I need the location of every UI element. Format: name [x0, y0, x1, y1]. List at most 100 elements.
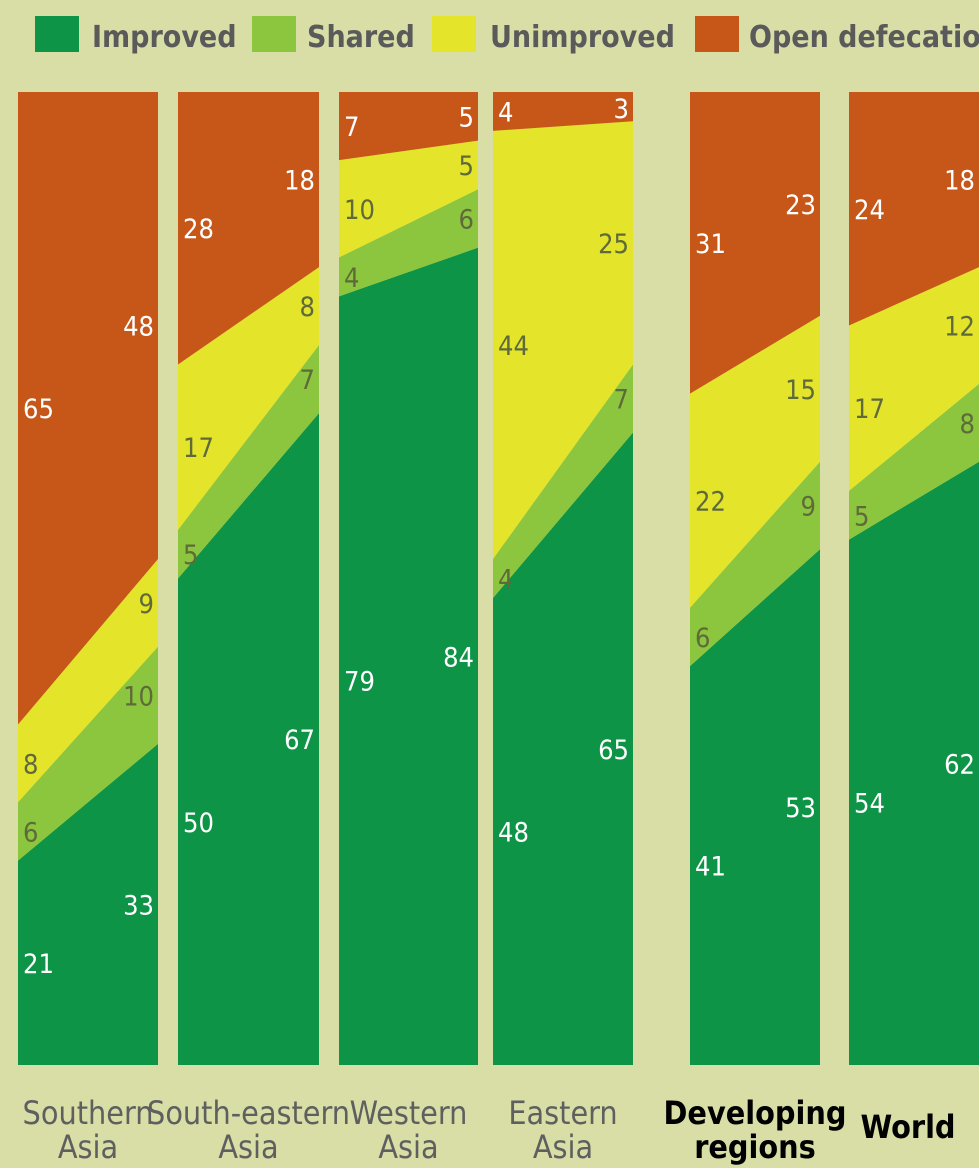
value-label-start-shared: 6 [23, 817, 38, 848]
segment-shared [493, 364, 633, 598]
value-label-end-unimproved: 15 [785, 375, 816, 406]
segment-open-defecation [493, 92, 633, 131]
segment-improved [178, 413, 319, 1066]
value-label-end-open-defecation: 5 [459, 102, 474, 133]
segment-shared [178, 344, 319, 579]
segment-unimproved [690, 315, 820, 608]
category-label-line1: Developing [664, 1094, 847, 1132]
category-label-line1: World [860, 1108, 955, 1146]
value-label-end-improved: 33 [123, 890, 154, 921]
segment-open-defecation [178, 92, 319, 365]
value-label-end-open-defecation: 23 [785, 190, 816, 221]
value-label-start-open-defecation: 7 [344, 112, 359, 143]
segment-unimproved [493, 121, 633, 560]
value-label-start-improved: 50 [183, 808, 214, 839]
segment-open-defecation [339, 92, 478, 161]
category-label-line2: regions [694, 1128, 816, 1166]
segment-open-defecation [690, 92, 820, 394]
legend-label-unimproved: Unimproved [490, 20, 675, 55]
value-label-start-shared: 4 [498, 565, 513, 596]
legend: Improved Shared Unimproved Open defecation [35, 16, 979, 55]
value-label-start-open-defecation: 31 [695, 229, 726, 260]
value-label-start-unimproved: 44 [498, 331, 529, 362]
value-label-start-improved: 54 [854, 788, 885, 819]
value-label-end-shared: 10 [123, 681, 154, 712]
segment-shared [849, 383, 979, 540]
bar-southern-asia: 21 33 6 10 8 9 65 48 [18, 92, 158, 1065]
category-label-line1: South-eastern [147, 1094, 350, 1132]
value-label-end-improved: 62 [944, 749, 975, 780]
segment-improved [493, 432, 633, 1065]
value-label-end-unimproved: 12 [944, 312, 975, 343]
value-label-end-shared: 8 [960, 409, 975, 440]
value-label-start-shared: 5 [183, 540, 198, 571]
value-label-end-improved: 65 [598, 735, 629, 766]
category-label-line2: Asia [218, 1128, 278, 1166]
value-label-end-shared: 7 [614, 384, 629, 415]
value-label-start-unimproved: 8 [23, 749, 38, 780]
category-label-line1: Eastern [508, 1094, 617, 1132]
segment-shared [339, 189, 478, 297]
value-label-start-unimproved: 17 [183, 433, 214, 464]
value-label-start-improved: 41 [695, 852, 726, 883]
legend-label-improved: Improved [92, 20, 237, 55]
category-label-line2: Asia [533, 1128, 593, 1166]
value-label-start-open-defecation: 4 [498, 97, 513, 128]
value-label-start-open-defecation: 28 [183, 214, 214, 245]
value-label-start-shared: 4 [344, 263, 359, 294]
segment-shared [690, 461, 820, 667]
value-label-end-unimproved: 25 [598, 229, 629, 260]
value-label-end-shared: 9 [801, 492, 816, 523]
value-label-end-shared: 7 [300, 365, 315, 396]
segment-improved [18, 743, 158, 1065]
segment-unimproved [339, 140, 478, 258]
bar-developing-regions: 41 53 6 9 22 15 31 23 [690, 92, 820, 1065]
value-label-start-unimproved: 22 [695, 487, 726, 518]
bar-western-asia: 79 84 4 6 10 5 7 5 [339, 92, 478, 1065]
segment-shared [18, 646, 158, 861]
legend-swatch-shared [252, 16, 296, 52]
segment-improved [339, 247, 478, 1065]
category-label-line2: Asia [378, 1128, 438, 1166]
category-label-line2: Asia [58, 1128, 118, 1166]
value-label-start-shared: 5 [854, 501, 869, 532]
value-label-end-open-defecation: 48 [123, 312, 154, 343]
value-label-end-improved: 53 [785, 793, 816, 824]
value-label-end-improved: 67 [284, 725, 315, 756]
legend-swatch-improved [35, 16, 79, 52]
legend-swatch-unimproved [432, 16, 476, 52]
legend-label-shared: Shared [307, 20, 415, 55]
segment-improved [690, 549, 820, 1065]
category-label-line1: Western [350, 1094, 468, 1132]
legend-label-open-defecation: Open defecation [749, 20, 979, 55]
segment-improved [849, 461, 979, 1065]
value-label-end-shared: 6 [459, 204, 474, 235]
segment-open-defecation [18, 92, 158, 725]
value-label-start-improved: 79 [344, 667, 375, 698]
value-label-end-open-defecation: 3 [614, 94, 629, 125]
bar-world: 54 62 5 8 17 12 24 18 [849, 92, 979, 1065]
bar-south-eastern-asia: 50 67 5 7 17 8 28 18 [178, 92, 319, 1066]
value-label-start-shared: 6 [695, 623, 710, 654]
segment-open-defecation [849, 92, 979, 326]
value-label-end-unimproved: 9 [139, 589, 154, 620]
value-label-start-open-defecation: 65 [23, 394, 54, 425]
value-label-end-unimproved: 8 [300, 292, 315, 323]
value-label-end-open-defecation: 18 [944, 166, 975, 197]
value-label-start-unimproved: 17 [854, 394, 885, 425]
value-label-end-open-defecation: 18 [284, 166, 315, 197]
bar-eastern-asia: 48 65 4 7 44 25 4 3 [493, 92, 633, 1065]
value-label-end-unimproved: 5 [459, 151, 474, 182]
value-label-start-unimproved: 10 [344, 195, 375, 226]
value-label-start-improved: 21 [23, 949, 54, 980]
legend-swatch-open-defecation [695, 16, 739, 52]
segment-unimproved [849, 267, 979, 491]
segment-unimproved [18, 559, 158, 803]
value-label-end-improved: 84 [443, 642, 474, 673]
value-label-start-improved: 48 [498, 817, 529, 848]
segment-unimproved [178, 267, 319, 530]
category-labels: SouthernAsiaSouth-easternAsiaWesternAsia… [23, 1094, 956, 1166]
category-label-line1: Southern [23, 1094, 154, 1132]
